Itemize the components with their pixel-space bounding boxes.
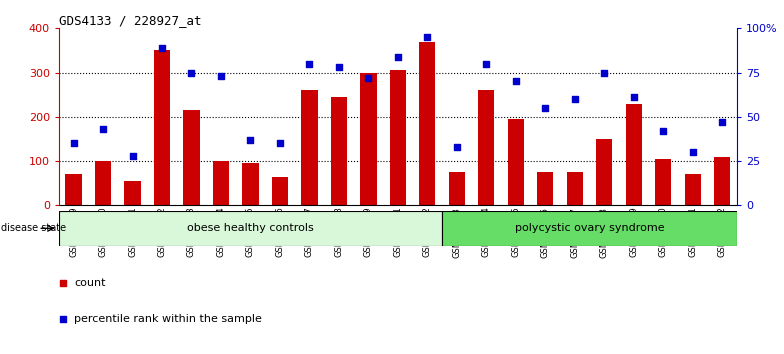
Point	[510, 79, 522, 84]
Bar	[596, 139, 612, 205]
Point	[274, 141, 286, 146]
Text: count: count	[74, 278, 106, 288]
Bar	[331, 97, 347, 205]
Text: disease state: disease state	[1, 223, 66, 233]
Point	[215, 73, 227, 79]
Bar	[419, 42, 435, 205]
Text: GDS4133 / 228927_at: GDS4133 / 228927_at	[59, 14, 201, 27]
Point	[362, 75, 375, 81]
Bar	[390, 70, 406, 205]
Point	[451, 144, 463, 150]
Point	[332, 64, 345, 70]
Point	[56, 280, 69, 286]
Point	[480, 61, 492, 67]
Bar	[183, 110, 200, 205]
Bar	[626, 104, 642, 205]
Bar	[125, 181, 140, 205]
Point	[67, 141, 80, 146]
Bar	[242, 163, 259, 205]
Text: percentile rank within the sample: percentile rank within the sample	[74, 314, 263, 324]
Bar	[714, 156, 731, 205]
Point	[56, 316, 69, 321]
Bar	[272, 177, 288, 205]
Point	[421, 34, 434, 40]
Point	[303, 61, 316, 67]
Point	[96, 126, 109, 132]
Bar	[65, 175, 82, 205]
Point	[391, 54, 405, 59]
Point	[627, 95, 640, 100]
Bar	[154, 51, 170, 205]
Bar	[442, 211, 737, 246]
Point	[687, 149, 699, 155]
Point	[598, 70, 611, 75]
Bar	[301, 90, 318, 205]
Text: obese healthy controls: obese healthy controls	[187, 223, 314, 233]
Text: polycystic ovary syndrome: polycystic ovary syndrome	[515, 223, 664, 233]
Point	[568, 96, 581, 102]
Bar	[448, 172, 465, 205]
Bar	[478, 90, 495, 205]
Point	[185, 70, 198, 75]
Point	[716, 119, 728, 125]
Point	[156, 45, 169, 51]
Point	[126, 153, 139, 159]
Bar	[537, 172, 554, 205]
Bar	[684, 175, 701, 205]
Bar	[655, 159, 671, 205]
Point	[244, 137, 256, 143]
Bar	[361, 73, 376, 205]
Point	[657, 128, 670, 134]
Bar	[59, 211, 442, 246]
Point	[539, 105, 552, 111]
Bar	[508, 119, 524, 205]
Bar	[567, 172, 583, 205]
Bar	[213, 161, 229, 205]
Bar	[95, 161, 111, 205]
